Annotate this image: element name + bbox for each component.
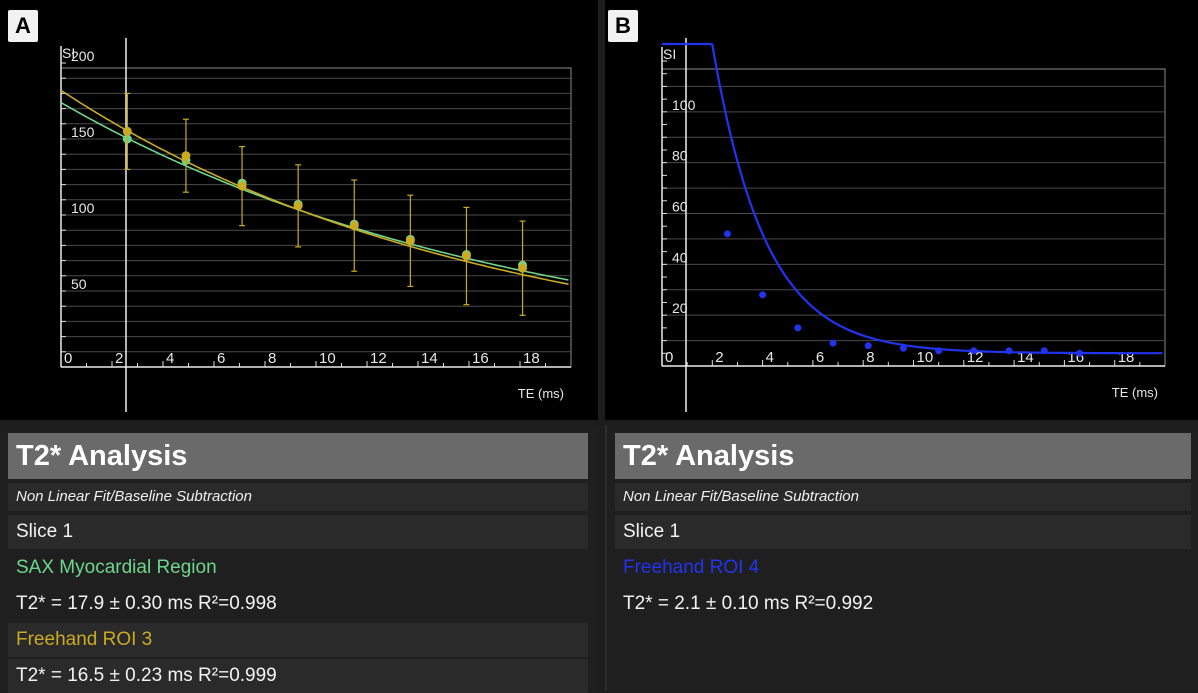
data-point bbox=[864, 342, 872, 350]
data-point bbox=[122, 126, 132, 136]
chart-panel-a: 0 2 4 6 8 10 12 14 16 18 50 100 150 200 SI TE (ms) A bbox=[0, 0, 598, 420]
chart-panel-b: 0 2 4 6 8 10 12 14 16 18 20 40 60 80 100 SI TE (ms) B bbox=[605, 0, 1198, 420]
x-tick-label: 8 bbox=[268, 350, 276, 367]
x-tick-label: 14 bbox=[421, 350, 438, 367]
roi-result-freehand-4: T2* = 2.1 ± 0.10 ms R²=0.992 bbox=[623, 593, 874, 614]
y-tick-label: 200 bbox=[71, 48, 95, 64]
x-tick-label: 2 bbox=[715, 349, 723, 366]
data-point bbox=[1040, 347, 1048, 355]
x-tick-label: 10 bbox=[917, 349, 934, 366]
x-tick-label: 6 bbox=[816, 349, 824, 366]
x-axis-label: TE (ms) bbox=[1112, 385, 1158, 400]
y-axis-label: SI bbox=[62, 45, 75, 61]
x-tick-label: 16 bbox=[472, 350, 489, 367]
y-tick-label: 60 bbox=[672, 199, 688, 215]
x-tick-label: 18 bbox=[1118, 349, 1135, 366]
data-point bbox=[794, 324, 802, 332]
analysis-title: T2* Analysis bbox=[8, 433, 588, 479]
data-point bbox=[349, 221, 359, 231]
x-tick-label: 12 bbox=[370, 350, 387, 367]
x-tick-label: 4 bbox=[166, 350, 174, 367]
data-point bbox=[518, 263, 528, 273]
data-point bbox=[970, 347, 978, 355]
y-tick-label: 40 bbox=[672, 249, 688, 265]
y-axis-label: SI bbox=[663, 46, 676, 62]
plot-frame bbox=[60, 67, 572, 368]
roi-name-sax-myocardial[interactable]: SAX Myocardial Region bbox=[16, 557, 217, 578]
data-point bbox=[237, 181, 247, 191]
x-tick-label: 10 bbox=[319, 350, 336, 367]
data-point bbox=[723, 230, 731, 238]
panel-label-b: B bbox=[608, 10, 638, 42]
y-tick-label: 100 bbox=[672, 97, 696, 113]
data-point bbox=[899, 344, 907, 352]
data-point bbox=[1075, 349, 1083, 357]
panel-label-a: A bbox=[8, 10, 38, 42]
y-tick-label: 100 bbox=[71, 200, 95, 216]
data-point bbox=[405, 236, 415, 246]
plot-frame bbox=[661, 68, 1166, 367]
data-point bbox=[1005, 347, 1013, 355]
data-point bbox=[293, 201, 303, 211]
fit-curve bbox=[60, 89, 569, 285]
data-point bbox=[759, 291, 767, 299]
slice-label[interactable]: Slice 1 bbox=[8, 515, 588, 549]
x-tick-label: 18 bbox=[523, 350, 540, 367]
data-point bbox=[829, 339, 837, 347]
fit-curve bbox=[60, 101, 569, 281]
x-tick-label: 6 bbox=[217, 350, 225, 367]
y-tick-label: 50 bbox=[71, 276, 87, 292]
y-tick-label: 80 bbox=[672, 148, 688, 164]
roi-result-sax-myocardial: T2* = 17.9 ± 0.30 ms R²=0.998 bbox=[16, 593, 277, 614]
fit-curve bbox=[662, 42, 1163, 355]
data-point bbox=[181, 151, 191, 161]
data-point bbox=[935, 347, 943, 355]
analysis-panel-a: T2* Analysis Non Linear Fit/Baseline Sub… bbox=[0, 425, 598, 693]
x-tick-label: 2 bbox=[115, 350, 123, 367]
analysis-panel-b: T2* Analysis Non Linear Fit/Baseline Sub… bbox=[605, 425, 1198, 691]
x-axis-label: TE (ms) bbox=[518, 386, 564, 401]
y-tick-label: 20 bbox=[672, 300, 688, 316]
x-tick-label: 8 bbox=[866, 349, 874, 366]
x-tick-label: 12 bbox=[967, 349, 984, 366]
roi-result-freehand-3: T2* = 16.5 ± 0.23 ms R²=0.999 bbox=[8, 659, 588, 693]
x-tick-label: 4 bbox=[766, 349, 774, 366]
data-point bbox=[461, 251, 471, 261]
x-tick-label: 0 bbox=[64, 350, 72, 367]
analysis-method: Non Linear Fit/Baseline Subtraction bbox=[8, 483, 588, 511]
y-tick-label: 150 bbox=[71, 124, 95, 140]
analysis-title: T2* Analysis bbox=[615, 433, 1191, 479]
analysis-method: Non Linear Fit/Baseline Subtraction bbox=[615, 483, 1191, 511]
x-tick-label: 0 bbox=[665, 349, 673, 366]
roi-name-freehand-4[interactable]: Freehand ROI 4 bbox=[623, 557, 760, 578]
roi-name-freehand-3[interactable]: Freehand ROI 3 bbox=[8, 623, 588, 657]
slice-label[interactable]: Slice 1 bbox=[615, 515, 1191, 549]
